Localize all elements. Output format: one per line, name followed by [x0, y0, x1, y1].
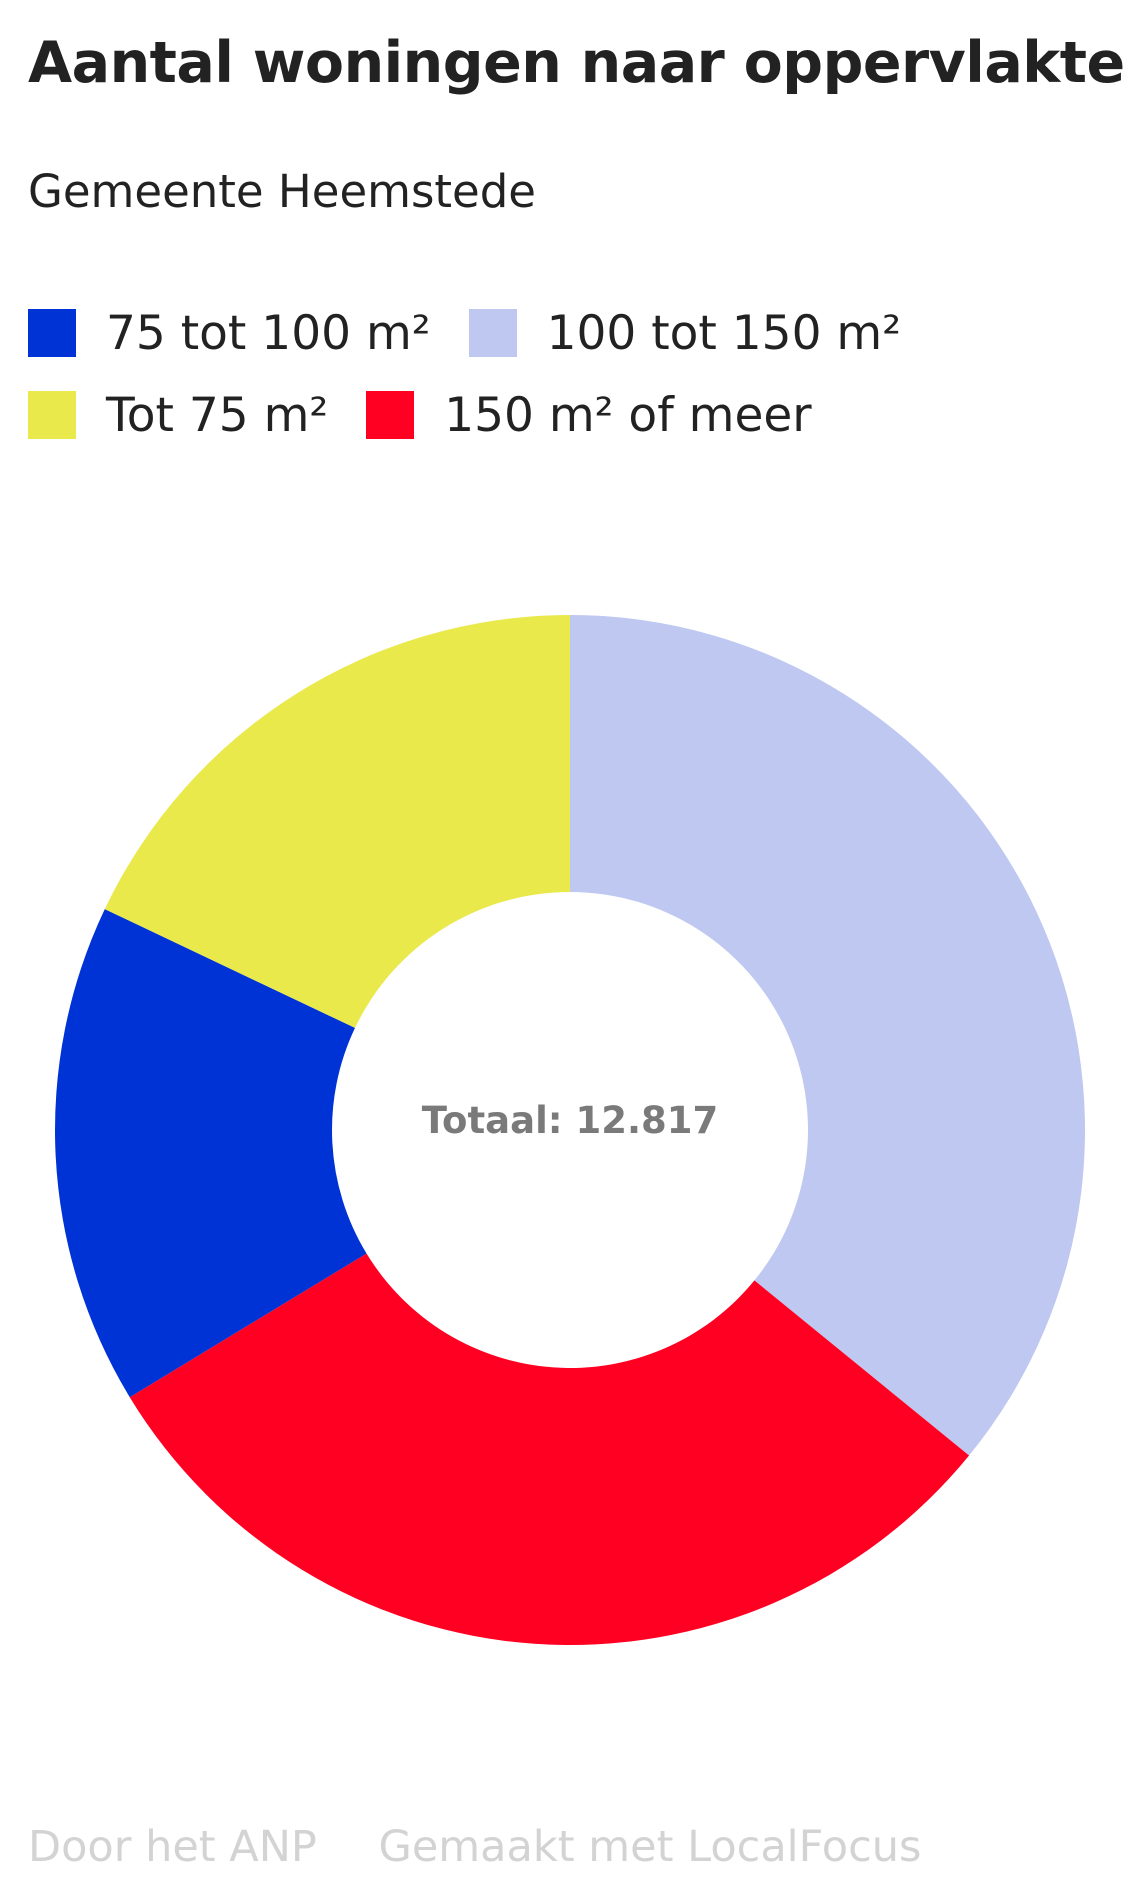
legend-row-1: 75 tot 100 m² 100 tot 150 m² — [28, 292, 1108, 374]
donut-slice-tot-75-m[interactable] — [104, 615, 571, 1028]
legend-swatch-75-100 — [28, 309, 76, 357]
footer: Door het ANP Gemaakt met LocalFocus — [28, 1822, 969, 1872]
footer-credit: Door het ANP — [28, 1822, 317, 1872]
legend-swatch-100-150 — [468, 309, 517, 357]
legend-item-75-100[interactable]: 75 tot 100 m² — [28, 306, 431, 361]
legend-item-150-plus[interactable]: 150 m² of meer — [366, 387, 812, 443]
donut-chart: Totaal: 12.817 — [54, 615, 1085, 1646]
donut-center-total: Totaal: 12.817 — [422, 1099, 719, 1142]
chart-subtitle: Gemeente Heemstede — [28, 165, 536, 218]
legend-label-75-100: 75 tot 100 m² — [106, 305, 431, 361]
donut-slice-75-tot-100-m[interactable] — [54, 909, 367, 1398]
legend-item-tot-75[interactable]: Tot 75 m² — [28, 388, 328, 443]
donut-slices — [54, 615, 1085, 1646]
legend-swatch-150-plus — [366, 391, 415, 439]
legend-item-100-150[interactable]: 100 tot 150 m² — [468, 305, 902, 361]
legend-label-150-plus: 150 m² of meer — [444, 387, 812, 443]
donut-slice-100-tot-150-m[interactable] — [570, 615, 1085, 1456]
chart-title: Aantal woningen naar oppervlakte — [28, 30, 1125, 96]
legend-row-2: Tot 75 m² 150 m² of meer — [28, 374, 1108, 456]
legend-label-tot-75: Tot 75 m² — [106, 387, 329, 443]
legend: 75 tot 100 m² 100 tot 150 m² Tot 75 m² 1… — [28, 292, 1108, 456]
legend-swatch-tot-75 — [28, 391, 76, 439]
donut-slice-150-m-of-meer[interactable] — [129, 1253, 970, 1646]
footer-made-with[interactable]: Gemaakt met LocalFocus — [378, 1822, 922, 1872]
legend-label-100-150: 100 tot 150 m² — [546, 305, 902, 361]
